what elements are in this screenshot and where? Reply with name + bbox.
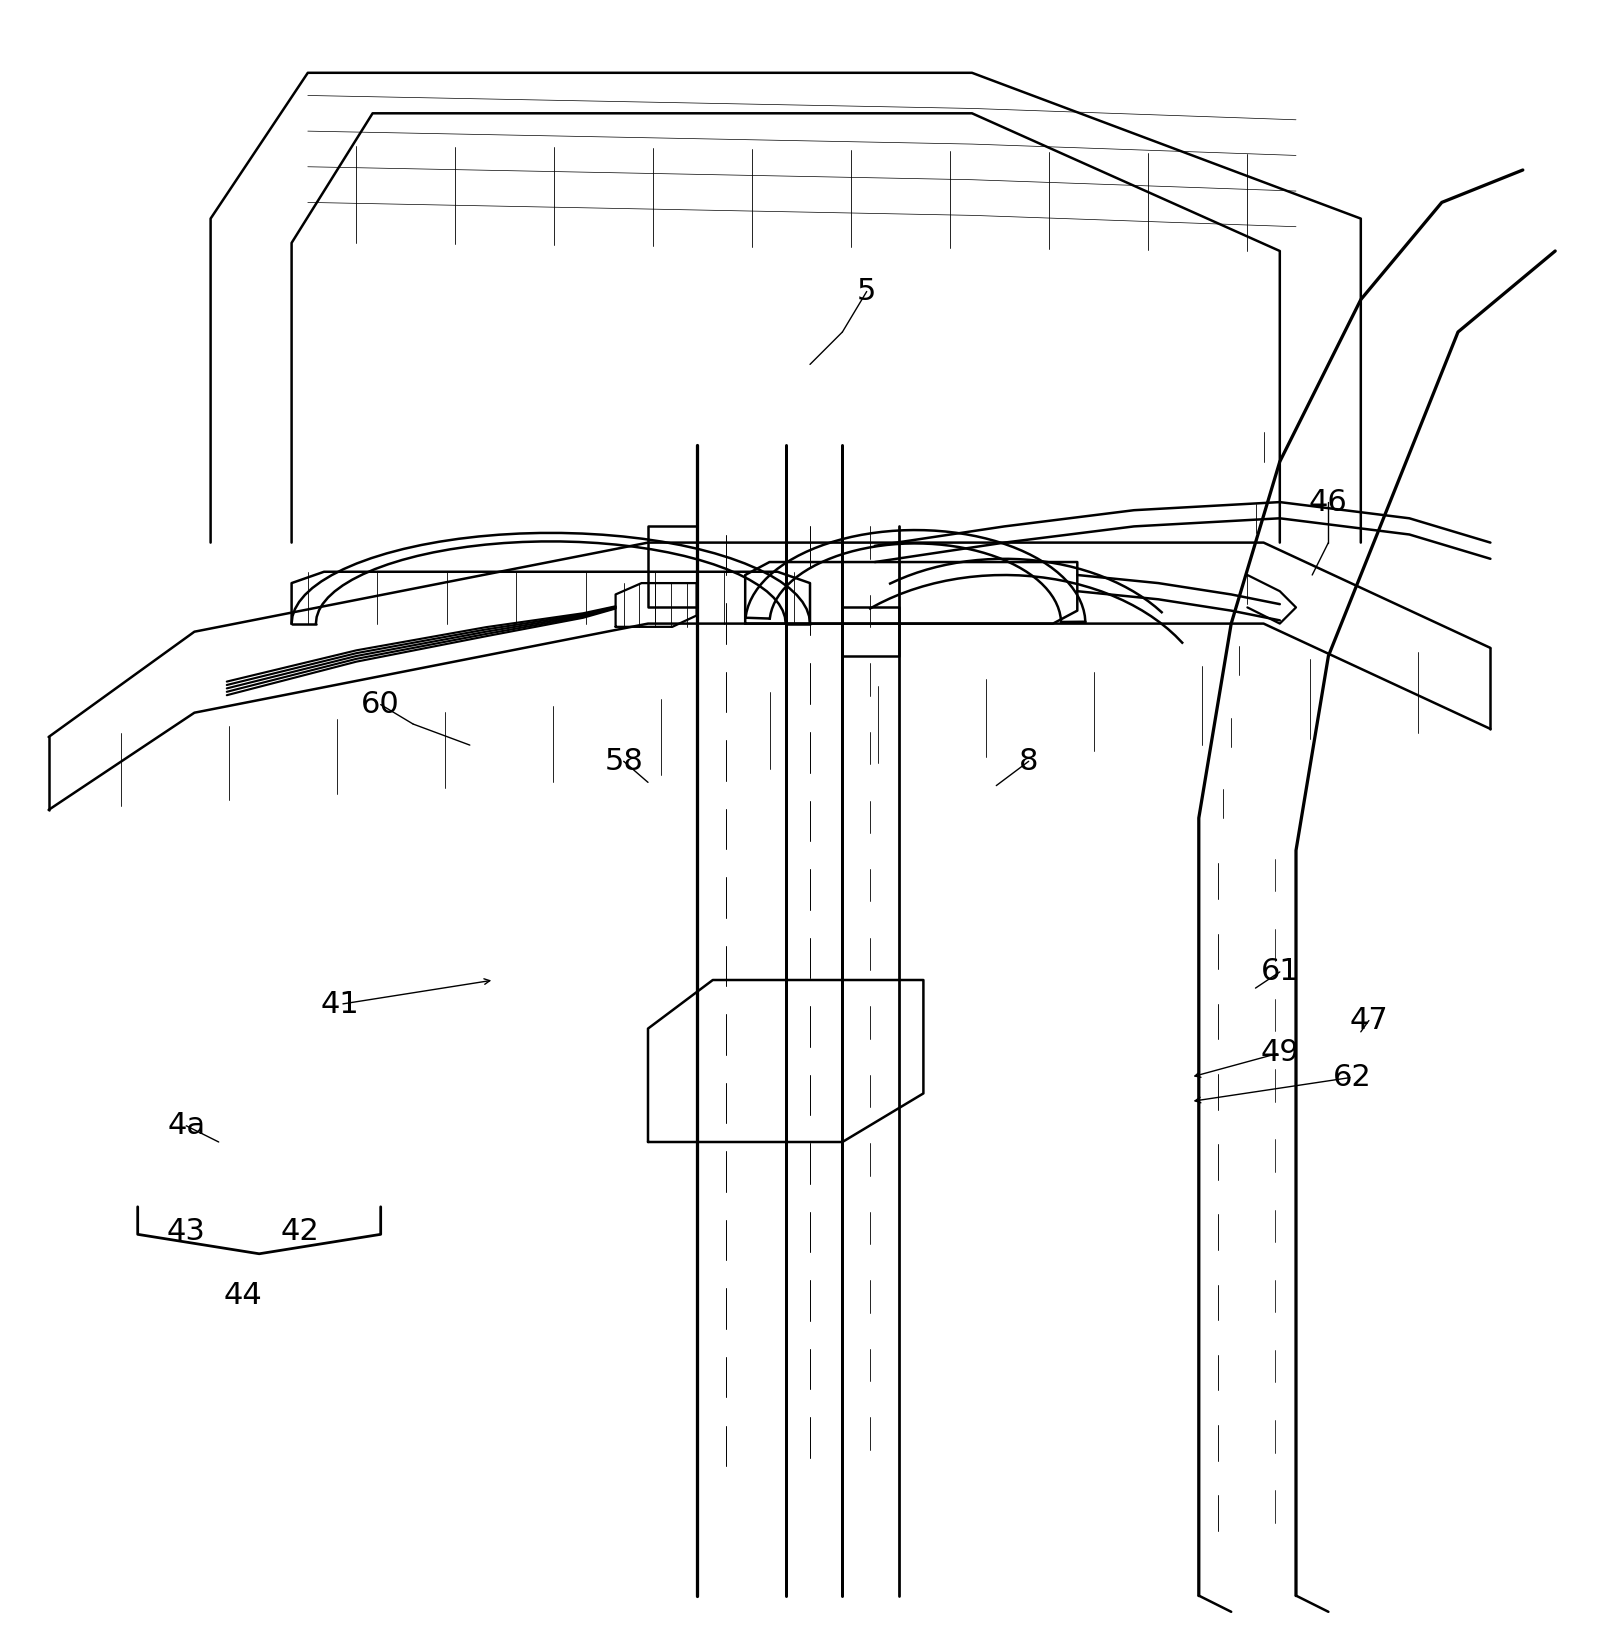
- Text: 58: 58: [604, 746, 643, 775]
- Text: 8: 8: [1019, 746, 1038, 775]
- Text: 44: 44: [224, 1281, 262, 1310]
- Text: 61: 61: [1260, 957, 1299, 987]
- Text: 47: 47: [1349, 1006, 1388, 1036]
- Text: 5: 5: [857, 276, 876, 306]
- Text: 4a: 4a: [167, 1111, 206, 1140]
- Text: 49: 49: [1260, 1039, 1299, 1067]
- Text: 46: 46: [1309, 488, 1348, 517]
- Text: 42: 42: [280, 1217, 319, 1245]
- Text: 43: 43: [167, 1217, 206, 1245]
- Text: 41: 41: [321, 990, 360, 1019]
- Text: 60: 60: [361, 690, 400, 720]
- Text: 62: 62: [1333, 1063, 1372, 1091]
